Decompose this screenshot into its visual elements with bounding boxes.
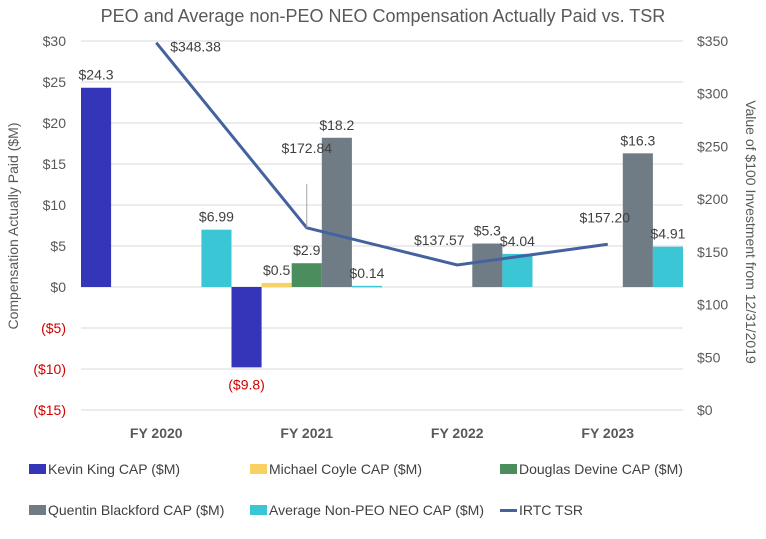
bar bbox=[652, 246, 683, 287]
legend-label: Michael Coyle CAP ($M) bbox=[269, 461, 423, 477]
tsr-line-path bbox=[155, 41, 608, 267]
legend-swatch bbox=[29, 505, 46, 515]
bar bbox=[231, 287, 262, 368]
legend-swatch bbox=[500, 508, 517, 512]
legend-label: Quentin Blackford CAP ($M) bbox=[48, 502, 225, 518]
y-tick-label: $30 bbox=[43, 33, 67, 49]
tsr-data-label: $157.20 bbox=[579, 209, 630, 225]
bar bbox=[81, 87, 112, 288]
bar bbox=[351, 285, 382, 288]
x-tick-label: FY 2023 bbox=[581, 425, 634, 441]
x-tick-label: FY 2022 bbox=[431, 425, 484, 441]
y2-axis-label: Value of $100 Investment from 12/31/2019 bbox=[743, 100, 759, 364]
legend-label: IRTC TSR bbox=[519, 502, 584, 518]
legend-label: Average Non-PEO NEO CAP ($M) bbox=[269, 502, 485, 518]
legend-swatch bbox=[250, 464, 267, 474]
y-tick-label: ($5) bbox=[41, 320, 66, 336]
right-axis-ticks: $350 $300 $250 $200 $150 $100 $50 $0 bbox=[697, 33, 728, 418]
bar-data-label: $0.5 bbox=[263, 262, 290, 278]
legend-label: Kevin King CAP ($M) bbox=[48, 461, 181, 477]
y-tick-label: $15 bbox=[43, 156, 67, 172]
bars bbox=[81, 87, 683, 368]
y-axis-label: Compensation Actually Paid ($M) bbox=[5, 123, 21, 330]
legend-item: Average Non-PEO NEO CAP ($M) bbox=[250, 502, 484, 518]
legend-swatch bbox=[250, 505, 267, 515]
bar-data-label: $18.2 bbox=[319, 117, 354, 133]
bar bbox=[622, 153, 653, 287]
x-axis-ticks: FY 2020 FY 2021 FY 2022 FY 2023 bbox=[130, 425, 634, 441]
legend: Kevin King CAP ($M) Michael Coyle CAP ($M… bbox=[0, 455, 766, 539]
tsr-data-label: $348.38 bbox=[170, 39, 221, 55]
legend-item: IRTC TSR bbox=[500, 502, 583, 518]
tsr-data-label: $172.84 bbox=[281, 140, 332, 156]
y2-tick-label: $50 bbox=[697, 349, 721, 365]
bar-data-label: $16.3 bbox=[620, 132, 655, 148]
y-tick-label: $0 bbox=[50, 279, 66, 295]
y2-tick-label: $0 bbox=[697, 402, 713, 418]
legend-swatch bbox=[29, 464, 46, 474]
bar bbox=[472, 243, 503, 287]
bar bbox=[261, 282, 292, 287]
y-tick-label: $10 bbox=[43, 197, 67, 213]
x-tick-label: FY 2020 bbox=[130, 425, 183, 441]
legend-item: Douglas Devine CAP ($M) bbox=[500, 461, 683, 477]
legend-item: Quentin Blackford CAP ($M) bbox=[29, 502, 224, 518]
tsr-data-label: $137.57 bbox=[414, 232, 465, 248]
left-axis-ticks: $30 $25 $20 $15 $10 $5 $0 ($5) ($10) ($15) bbox=[33, 33, 66, 418]
bar bbox=[321, 137, 352, 287]
bar-data-label: $2.9 bbox=[293, 242, 320, 258]
x-tick-label: FY 2021 bbox=[280, 425, 333, 441]
y2-tick-label: $350 bbox=[697, 33, 728, 49]
y-tick-label: ($10) bbox=[33, 361, 66, 377]
bar-data-label: $24.3 bbox=[79, 67, 114, 83]
y2-tick-label: $100 bbox=[697, 297, 728, 313]
gridlines bbox=[81, 40, 683, 411]
y2-tick-label: $300 bbox=[697, 86, 728, 102]
tsr-line bbox=[155, 41, 608, 267]
legend-label: Douglas Devine CAP ($M) bbox=[519, 461, 683, 477]
legend-swatch bbox=[500, 464, 517, 474]
bar bbox=[201, 229, 232, 287]
data-labels: $24.3 ($9.8) $0.5$2.9 $18.2 $5.3 $16.3 $6.99 $0… bbox=[79, 39, 686, 393]
bar-data-label: $5.3 bbox=[474, 223, 501, 239]
y2-tick-label: $250 bbox=[697, 138, 728, 154]
y-tick-label: $20 bbox=[43, 115, 67, 131]
y2-tick-label: $150 bbox=[697, 244, 728, 260]
bar bbox=[291, 263, 322, 287]
chart-title: PEO and Average non-PEO NEO Compensation… bbox=[101, 6, 666, 26]
y-tick-label: $25 bbox=[43, 74, 67, 90]
bar-data-label: $6.99 bbox=[199, 209, 234, 225]
legend-item: Kevin King CAP ($M) bbox=[29, 461, 180, 477]
bar-data-label: ($9.8) bbox=[228, 376, 265, 392]
y-tick-label: $5 bbox=[50, 238, 66, 254]
y-tick-label: ($15) bbox=[33, 402, 66, 418]
bar-data-label: $4.04 bbox=[500, 233, 535, 249]
bar-data-label: $0.14 bbox=[349, 265, 384, 281]
bar-data-label: $4.91 bbox=[650, 226, 685, 242]
y2-tick-label: $200 bbox=[697, 191, 728, 207]
legend-item: Michael Coyle CAP ($M) bbox=[250, 461, 422, 477]
